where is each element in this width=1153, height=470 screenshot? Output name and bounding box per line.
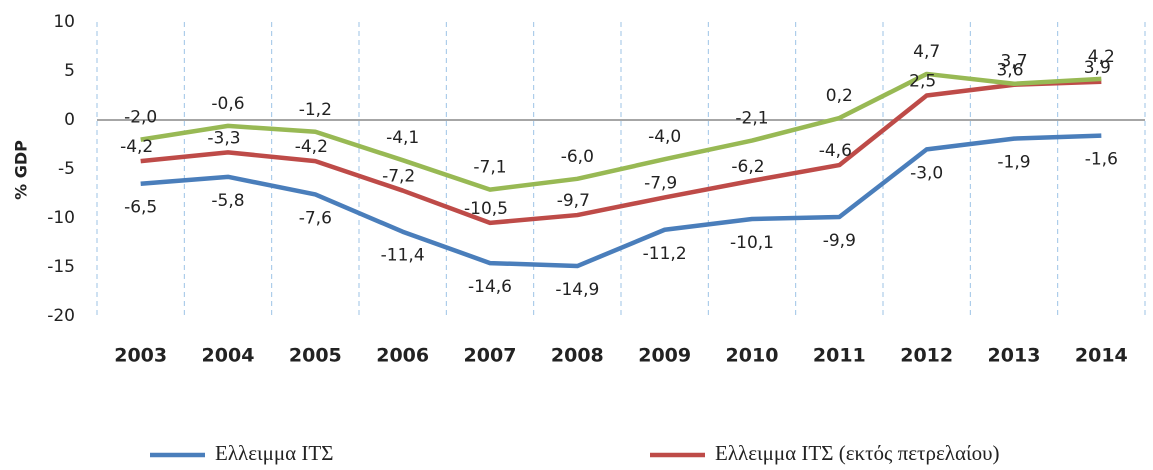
- data-label: -1,2: [299, 100, 332, 120]
- data-label: -0,6: [211, 94, 244, 114]
- data-label: -4,6: [819, 141, 852, 161]
- data-label: -5,8: [211, 191, 244, 211]
- y-tick-label: 10: [53, 12, 75, 32]
- data-label: -10,1: [730, 233, 774, 253]
- data-label: 2,5: [909, 72, 936, 92]
- data-label: 4,7: [913, 42, 940, 62]
- data-label: -2,0: [124, 108, 157, 128]
- data-label: -4,2: [295, 137, 328, 157]
- data-label: -11,2: [643, 244, 687, 264]
- data-label: -4,0: [648, 127, 681, 147]
- data-label: -11,4: [381, 246, 425, 266]
- data-label: 3,6: [996, 61, 1023, 81]
- data-label: 3,9: [1084, 58, 1111, 78]
- x-tick-label: 2003: [114, 345, 167, 367]
- data-label: 0,2: [826, 86, 853, 106]
- x-tick-label: 2005: [289, 345, 342, 367]
- y-tick-label: -15: [47, 257, 75, 277]
- legend-label: Ελλειμμα ΙΤΣ: [215, 441, 333, 465]
- y-tick-label: 0: [64, 110, 75, 130]
- data-label: -14,6: [468, 277, 512, 297]
- data-label: -1,6: [1085, 150, 1118, 170]
- x-tick-label: 2004: [202, 345, 255, 367]
- data-label: -10,5: [464, 199, 508, 219]
- data-label: -4,2: [120, 137, 153, 157]
- x-tick-label: 2006: [376, 345, 429, 367]
- series-line: [140, 79, 1102, 226]
- y-tick-label: 5: [64, 61, 75, 81]
- y-tick-label: -10: [47, 208, 75, 228]
- data-label: -9,9: [823, 231, 856, 251]
- data-label: -3,3: [207, 128, 240, 148]
- data-label: -14,9: [555, 280, 599, 300]
- data-label: -3,0: [910, 163, 943, 183]
- data-label: 4,2: [1088, 47, 1115, 67]
- series-line: [140, 133, 1102, 269]
- x-tick-label: 2010: [726, 345, 779, 367]
- data-label: -6,5: [124, 198, 157, 218]
- data-label: -9,7: [557, 191, 590, 211]
- data-label: -1,9: [997, 153, 1030, 173]
- x-tick-label: 2007: [464, 345, 517, 367]
- y-axis-label: % GDP: [12, 140, 31, 200]
- series-line: [140, 71, 1102, 192]
- y-tick-label: -5: [58, 159, 75, 179]
- data-label: -7,1: [473, 158, 506, 178]
- x-tick-label: 2008: [551, 345, 604, 367]
- x-tick-label: 2009: [638, 345, 691, 367]
- data-label: 3,7: [1000, 52, 1027, 72]
- y-tick-label: -20: [47, 306, 75, 326]
- data-label: -2,1: [735, 109, 768, 129]
- data-label: -6,2: [731, 157, 764, 177]
- data-label: -4,1: [386, 128, 419, 148]
- x-tick-label: 2012: [900, 345, 953, 367]
- x-tick-label: 2014: [1075, 345, 1128, 367]
- data-label: -7,2: [382, 167, 415, 187]
- x-tick-label: 2013: [988, 345, 1041, 367]
- data-label: -7,6: [299, 208, 332, 228]
- x-tick-label: 2011: [813, 345, 866, 367]
- data-label: -6,0: [561, 147, 594, 167]
- legend-label: Ελλειμμα ΙΤΣ (εκτός πετρελαίου): [715, 441, 1000, 465]
- data-label: -7,9: [644, 173, 677, 193]
